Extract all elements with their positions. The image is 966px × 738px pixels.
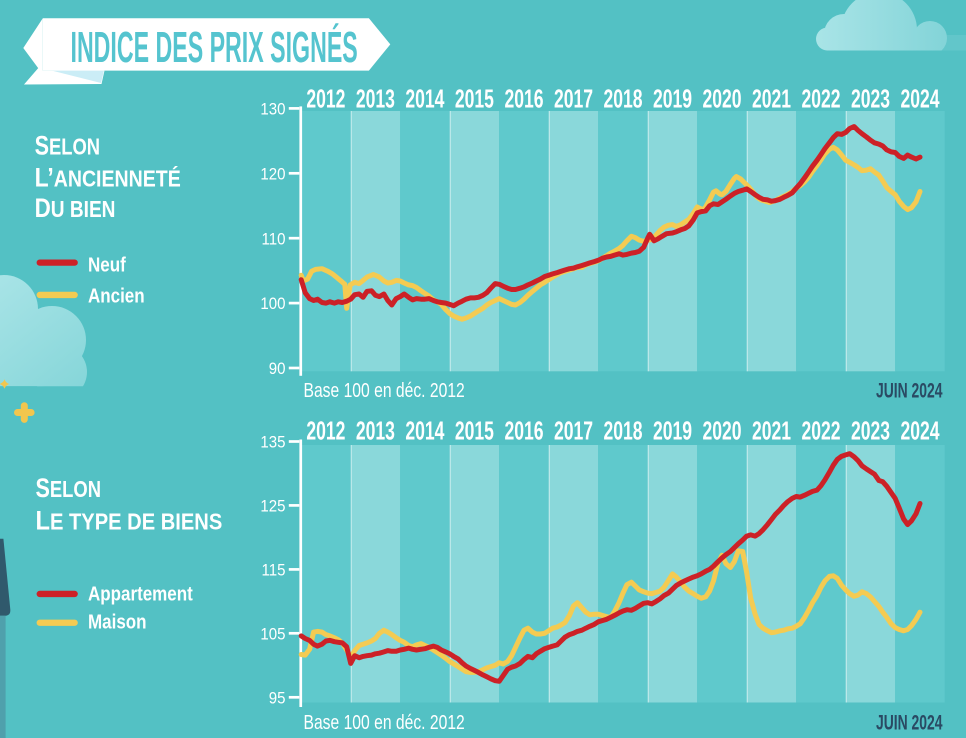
svg-text:2014: 2014 (405, 416, 445, 445)
svg-text:2019: 2019 (653, 416, 692, 445)
svg-text:2016: 2016 (504, 416, 543, 445)
svg-text:2015: 2015 (455, 416, 494, 445)
svg-text:SELON: SELON (35, 131, 100, 161)
svg-text:LE TYPE DE BIENS: LE TYPE DE BIENS (36, 506, 223, 536)
svg-text:Ancien: Ancien (88, 284, 145, 307)
svg-text:2019: 2019 (653, 84, 692, 113)
svg-text:SELON: SELON (36, 474, 101, 504)
svg-text:2015: 2015 (455, 84, 494, 113)
svg-text:2024: 2024 (900, 84, 940, 113)
svg-text:Neuf: Neuf (88, 253, 127, 276)
svg-text:2020: 2020 (702, 84, 741, 113)
svg-text:L’ANCIENNETÉ: L’ANCIENNETÉ (35, 163, 181, 193)
svg-text:110: 110 (261, 229, 285, 248)
svg-text:105: 105 (260, 625, 285, 644)
svg-text:2017: 2017 (554, 84, 593, 113)
svg-text:2014: 2014 (405, 84, 445, 113)
svg-text:130: 130 (260, 100, 285, 119)
svg-text:90: 90 (269, 359, 286, 378)
svg-text:2018: 2018 (603, 84, 642, 113)
svg-text:JUIN 2024: JUIN 2024 (876, 710, 943, 734)
svg-text:2017: 2017 (554, 416, 593, 445)
svg-text:2013: 2013 (356, 416, 395, 445)
svg-text:2012: 2012 (306, 416, 345, 445)
svg-text:125: 125 (260, 497, 285, 516)
svg-text:DU BIEN: DU BIEN (35, 194, 116, 223)
svg-text:2018: 2018 (603, 416, 642, 445)
svg-text:115: 115 (261, 561, 285, 580)
svg-text:2020: 2020 (702, 416, 741, 445)
svg-text:Base 100 en déc. 2012: Base 100 en déc. 2012 (304, 711, 465, 733)
svg-text:100: 100 (260, 294, 285, 313)
svg-text:2016: 2016 (504, 84, 543, 113)
svg-text:Maison: Maison (88, 610, 147, 633)
svg-text:Appartement: Appartement (88, 582, 193, 605)
svg-text:2023: 2023 (851, 84, 890, 113)
svg-text:2024: 2024 (900, 416, 940, 445)
svg-text:2023: 2023 (851, 416, 890, 445)
svg-text:135: 135 (260, 433, 285, 452)
svg-text:2013: 2013 (356, 84, 395, 113)
svg-text:2012: 2012 (306, 84, 345, 113)
svg-text:JUIN 2024: JUIN 2024 (876, 379, 943, 403)
svg-text:2022: 2022 (801, 416, 840, 445)
svg-text:95: 95 (269, 689, 286, 708)
svg-text:Base 100 en déc. 2012: Base 100 en déc. 2012 (304, 379, 465, 401)
svg-text:2021: 2021 (752, 416, 791, 445)
svg-text:2022: 2022 (801, 84, 840, 113)
svg-text:2021: 2021 (752, 84, 791, 113)
svg-text:120: 120 (260, 165, 285, 184)
svg-text:INDICE DES PRIX SIGNÉS: INDICE DES PRIX SIGNÉS (71, 22, 358, 72)
